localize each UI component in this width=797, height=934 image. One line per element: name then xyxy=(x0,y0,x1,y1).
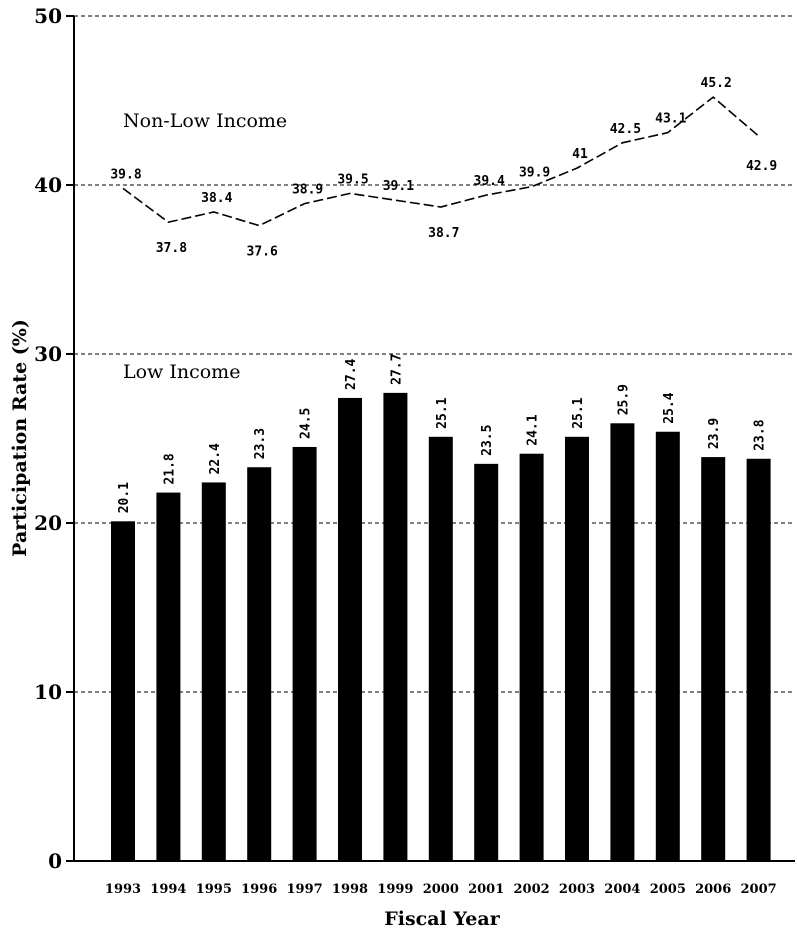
x-tick-label: 1998 xyxy=(332,882,368,897)
line-value-label: 39.4 xyxy=(474,174,505,189)
line-value-label: 38.7 xyxy=(428,226,459,241)
x-tick-label: 2006 xyxy=(695,882,731,897)
x-tick-label: 1997 xyxy=(287,882,323,897)
bar-2007 xyxy=(746,458,771,861)
x-tick-label: 2004 xyxy=(604,882,640,897)
bar-value-label: 24.5 xyxy=(299,408,314,439)
line-value-label: 37.6 xyxy=(247,245,278,260)
series-label-low-income: Low Income xyxy=(123,361,240,383)
series-label-non-low-income: Non-Low Income xyxy=(123,110,287,132)
x-tick-label: 2007 xyxy=(741,882,777,897)
bar-value-label: 21.8 xyxy=(162,453,177,484)
bar-value-label: 23.3 xyxy=(253,428,268,459)
x-tick-label: 2000 xyxy=(423,882,459,897)
x-tick-label: 2002 xyxy=(514,882,550,897)
y-tick-label: 30 xyxy=(34,342,62,366)
x-tick-label: 1996 xyxy=(241,882,277,897)
bar-1993 xyxy=(111,521,135,861)
line-value-label: 42.9 xyxy=(746,159,777,174)
bar-1997 xyxy=(292,446,317,861)
x-tick-label: 1999 xyxy=(377,882,413,897)
bar-2004 xyxy=(610,423,635,861)
bar-value-label: 20.1 xyxy=(117,482,132,513)
bar-value-label: 27.4 xyxy=(344,358,359,389)
bars xyxy=(111,392,771,861)
y-axis-title: Participation Rate (%) xyxy=(9,319,31,557)
bar-1998 xyxy=(338,397,362,861)
bar-value-label: 24.1 xyxy=(526,414,541,445)
line-value-labels: 39.8 37.8 38.4 37.6 38.9 39.5 39.1 38.7 39.4 39.9… xyxy=(110,76,777,259)
y-tick-label: 40 xyxy=(34,173,62,197)
x-tick-label: 2001 xyxy=(468,882,504,897)
bar-value-label: 25.4 xyxy=(662,392,677,423)
line-value-label: 41 xyxy=(572,147,588,162)
y-tick-label: 20 xyxy=(34,511,62,535)
bar-2000 xyxy=(428,436,453,861)
bar-value-label: 25.9 xyxy=(616,384,631,415)
line-value-label: 39.1 xyxy=(383,179,414,194)
bar-2001 xyxy=(474,463,499,861)
x-axis-title: Fiscal Year xyxy=(384,908,500,930)
y-tick-label: 10 xyxy=(34,680,62,704)
line-value-label: 37.8 xyxy=(156,241,187,256)
bar-2002 xyxy=(519,453,544,861)
bar-value-label: 22.4 xyxy=(208,443,223,474)
line-value-label: 39.8 xyxy=(110,167,141,182)
line-value-label: 45.2 xyxy=(701,76,732,91)
bar-2006 xyxy=(701,457,726,861)
x-axis: 1993 1994 1995 1996 1997 1998 1999 2000 2001 2002… xyxy=(74,860,795,897)
line-value-label: 42.5 xyxy=(610,122,641,137)
x-tick-label: 2003 xyxy=(559,882,595,897)
bar-value-label: 23.9 xyxy=(707,418,722,449)
bar-1996 xyxy=(247,467,272,861)
line-value-label: 38.9 xyxy=(292,183,323,198)
bar-1994 xyxy=(156,492,181,861)
x-tick-label: 1993 xyxy=(105,882,141,897)
bar-value-label: 25.1 xyxy=(435,397,450,428)
line-value-label: 38.4 xyxy=(201,191,232,206)
line-value-label: 43.1 xyxy=(655,112,686,127)
line-value-label: 39.9 xyxy=(519,166,550,181)
bar-2005 xyxy=(655,431,680,861)
bar-1995 xyxy=(201,482,226,861)
bar-1999 xyxy=(383,392,408,861)
x-tick-label: 1994 xyxy=(150,882,186,897)
x-tick-label: 1995 xyxy=(196,882,232,897)
bar-value-label: 25.1 xyxy=(571,397,586,428)
y-tick-label: 50 xyxy=(34,4,62,28)
bar-value-label: 27.7 xyxy=(389,354,404,385)
bar-value-labels: 20.1 21.8 22.4 23.3 24.5 27.4 27.7 25.1 23.5 24.1… xyxy=(117,354,768,514)
x-tick-label: 2005 xyxy=(650,882,686,897)
bar-value-label: 23.8 xyxy=(753,419,768,450)
bar-2003 xyxy=(565,436,589,861)
line-value-label: 39.5 xyxy=(337,172,368,187)
non-low-income-line xyxy=(122,96,760,227)
bar-value-label: 23.5 xyxy=(480,425,495,456)
y-axis: 0 10 20 30 40 50 xyxy=(34,4,75,873)
y-tick-label: 0 xyxy=(48,849,62,873)
